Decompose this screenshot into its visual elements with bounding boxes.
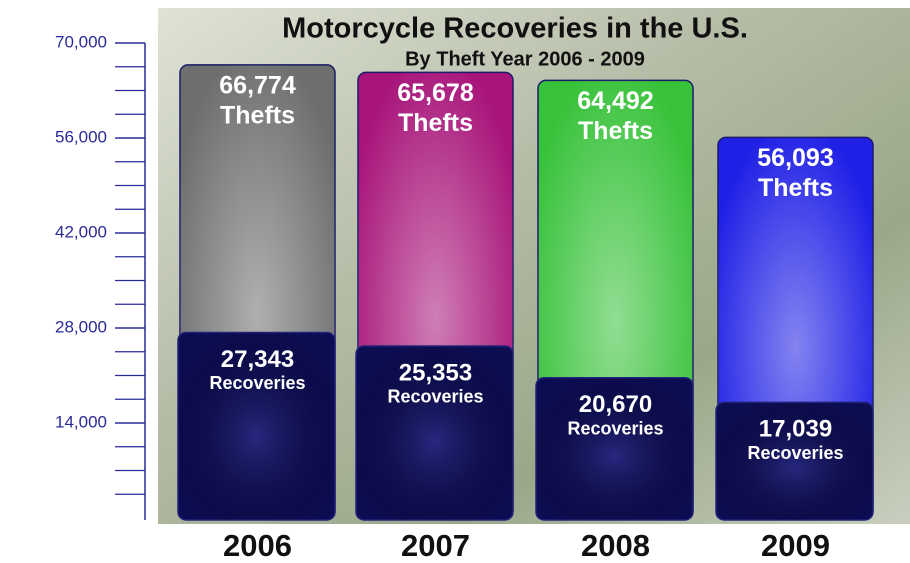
x-tick-label: 2006 — [223, 528, 292, 563]
series-label: Recoveries — [387, 387, 483, 407]
series-label: Recoveries — [209, 373, 305, 393]
y-tick-label: 14,000 — [55, 412, 107, 431]
series-label: Thefts — [220, 102, 295, 130]
value-label: 65,678 — [397, 79, 474, 107]
series-label: Recoveries — [747, 443, 843, 463]
chart-subtitle: By Theft Year 2006 - 2009 — [405, 48, 645, 70]
chart: Motorcycle Recoveries in the U.S. By The… — [0, 0, 910, 563]
y-tick-label: 56,000 — [55, 127, 107, 146]
value-label: 20,670 — [579, 391, 652, 418]
chart-title: Motorcycle Recoveries in the U.S. — [282, 13, 748, 45]
y-tick-label: 70,000 — [55, 32, 107, 51]
value-label: 64,492 — [577, 87, 653, 115]
x-tick-label: 2009 — [761, 528, 830, 563]
x-tick-label: 2008 — [581, 528, 650, 563]
series-label: Thefts — [398, 109, 473, 137]
value-label: 56,093 — [757, 144, 833, 172]
series-label: Thefts — [578, 117, 653, 145]
series-label: Recoveries — [567, 418, 663, 438]
value-label: 66,774 — [219, 72, 296, 100]
value-label: 17,039 — [759, 416, 832, 443]
series-label: Thefts — [758, 174, 833, 202]
y-tick-label: 42,000 — [55, 222, 107, 241]
x-tick-label: 2007 — [401, 528, 470, 563]
y-tick-label: 28,000 — [55, 317, 107, 336]
value-label: 25,353 — [399, 359, 472, 386]
value-label: 27,343 — [221, 346, 294, 373]
